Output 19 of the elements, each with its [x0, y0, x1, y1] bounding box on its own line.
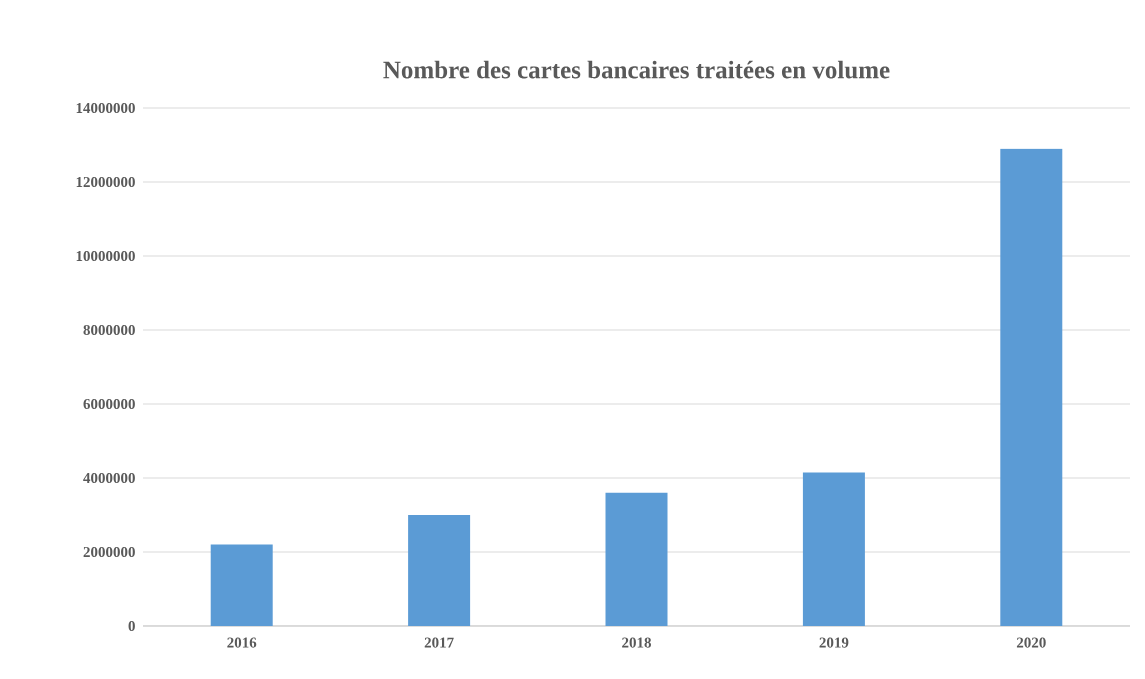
y-tick-label: 8000000 — [83, 324, 135, 336]
bar — [802, 472, 865, 626]
y-tick-label: 14000000 — [76, 102, 135, 114]
bar — [605, 492, 668, 626]
x-tick-label: 2016 — [227, 637, 257, 648]
x-tick-label: 2019 — [819, 637, 849, 648]
y-tick-label: 6000000 — [83, 398, 135, 410]
y-tick-label: 2000000 — [83, 546, 135, 558]
y-tick-label: 0 — [128, 620, 135, 632]
x-tick-label: 2020 — [1016, 637, 1046, 648]
bar — [210, 544, 273, 626]
bar — [408, 514, 471, 626]
x-tick-label: 2017 — [424, 637, 454, 648]
y-tick-label: 10000000 — [76, 250, 135, 262]
bar — [1000, 148, 1063, 626]
chart-title: Nombre des cartes bancaires traitées en volume — [383, 60, 890, 79]
x-tick-label: 2018 — [622, 637, 651, 648]
y-tick-label: 4000000 — [83, 472, 135, 484]
y-tick-label: 12000000 — [76, 176, 135, 188]
